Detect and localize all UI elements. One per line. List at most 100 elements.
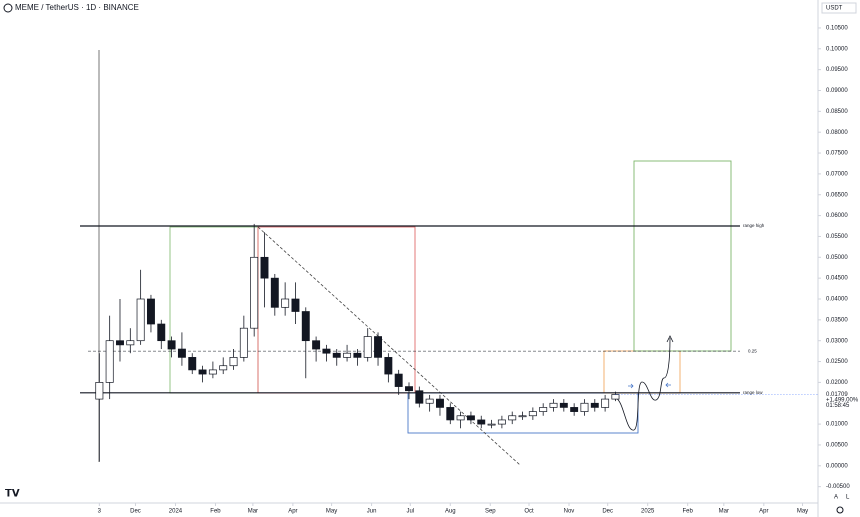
- y-tick-label: 0.10500: [826, 26, 848, 32]
- y-tick-label: 0.06500: [826, 192, 848, 198]
- candle-body: [477, 419, 486, 425]
- y-tick-label: -0.00500: [826, 484, 850, 490]
- candle-body: [508, 415, 517, 421]
- candle-body: [105, 340, 114, 383]
- candle-body: [590, 402, 599, 408]
- y-tick-label: 0.05500: [826, 234, 848, 240]
- candle-body: [415, 390, 424, 404]
- candle-body: [312, 340, 321, 350]
- level-label: range low: [743, 390, 763, 395]
- candle-body: [363, 336, 372, 358]
- candle-body: [384, 357, 393, 375]
- candle-body: [446, 407, 455, 421]
- candle-body: [270, 277, 279, 308]
- x-tick-label: Mar: [248, 509, 258, 515]
- countdown-label: 01:58:45: [826, 403, 850, 409]
- x-tick-label: Jun: [367, 509, 377, 515]
- x-tick-label: 2024: [169, 509, 183, 515]
- x-tick-label: Dec: [130, 509, 141, 515]
- y-tick-label: 0.04500: [826, 276, 848, 282]
- level-label: range high: [743, 223, 765, 228]
- candle-body: [250, 256, 259, 329]
- y-tick-label: 0.02500: [826, 359, 848, 365]
- candle-body: [239, 327, 248, 358]
- currency[interactable]: USDT: [826, 6, 843, 12]
- level-label: 0.25: [748, 348, 757, 353]
- candle-body: [177, 348, 186, 358]
- x-tick-label: Apr: [759, 509, 768, 515]
- y-tick-label: 0.09500: [826, 67, 848, 73]
- x-tick-label: Jul: [406, 509, 414, 515]
- candle-body: [332, 352, 341, 358]
- candle-body: [301, 311, 310, 342]
- x-tick-label: 3: [98, 509, 102, 515]
- candle-body: [559, 402, 568, 408]
- candle-body: [466, 415, 475, 421]
- y-tick-label: 0.03500: [826, 317, 848, 323]
- x-tick-label: Nov: [564, 509, 575, 515]
- candle-body: [374, 336, 382, 358]
- candle-body: [167, 340, 176, 350]
- x-tick-label: May: [326, 509, 337, 515]
- logo: 𝗧𝗩: [5, 489, 20, 500]
- x-tick-label: Aug: [445, 509, 456, 515]
- y-tick-label: 0.01000: [826, 422, 848, 428]
- candle-body: [487, 423, 496, 426]
- symbol-title: MEME / TetherUS · 1D · BINANCE: [15, 3, 139, 12]
- y-tick-label: 0.06000: [826, 213, 848, 219]
- y-tick-label: 0.02000: [826, 380, 848, 386]
- y-tick-label: 0.09000: [826, 88, 848, 94]
- candle-body: [518, 415, 527, 418]
- candle-body: [353, 352, 362, 358]
- arrow-head: [666, 335, 674, 343]
- y-tick-label: 0.08500: [826, 109, 848, 115]
- x-tick-label: Mar: [719, 509, 729, 515]
- y-tick-label: 0.00000: [826, 463, 848, 469]
- candle-body: [198, 369, 207, 375]
- x-tick-label: Sep: [485, 509, 496, 515]
- candle-body: [116, 340, 124, 346]
- last-price-box: [820, 389, 860, 409]
- candle-body: [436, 398, 444, 408]
- candle-body: [146, 298, 155, 325]
- trend-line: [257, 226, 521, 466]
- currency-box[interactable]: [821, 2, 857, 14]
- candle-body: [322, 348, 331, 354]
- candle-body: [549, 402, 558, 408]
- x-tick-label: Feb: [683, 509, 694, 515]
- candle-body: [136, 298, 145, 342]
- candle-body: [580, 402, 589, 412]
- candle-body: [188, 357, 197, 371]
- last-price-label: 0.01709: [826, 392, 848, 398]
- box: [603, 350, 681, 394]
- y-tick-label: 0.07000: [826, 171, 848, 177]
- candle-body: [95, 382, 104, 400]
- arrow: [628, 383, 634, 389]
- candle-body: [260, 256, 269, 279]
- x-tick-label: Dec: [602, 509, 613, 515]
- y-tick-label: 0.00500: [826, 443, 848, 449]
- auto-button[interactable]: A: [834, 495, 838, 501]
- y-tick-label: 0.08000: [826, 130, 848, 136]
- y-tick-label: 0.07500: [826, 151, 848, 157]
- arrow: [665, 382, 671, 388]
- y-tick-label: 0.05000: [826, 255, 848, 261]
- candle-body: [601, 398, 610, 408]
- candle-body: [570, 407, 579, 412]
- box: [633, 160, 732, 352]
- box: [169, 226, 259, 394]
- candle-body: [126, 340, 135, 346]
- candle-body: [343, 352, 352, 358]
- x-tick-label: May: [797, 509, 808, 515]
- log-button[interactable]: L: [846, 495, 850, 501]
- drawings: [98, 50, 732, 466]
- x-tick-label: 2025: [641, 509, 655, 515]
- x-tick-label: Oct: [524, 509, 534, 515]
- y-tick-label: 0.03000: [826, 338, 848, 344]
- candle-body: [281, 298, 290, 308]
- candle-body: [425, 398, 434, 404]
- settings-icon[interactable]: [836, 506, 844, 514]
- x-tick-label: Feb: [210, 509, 221, 515]
- x-tick-label: Apr: [288, 509, 297, 515]
